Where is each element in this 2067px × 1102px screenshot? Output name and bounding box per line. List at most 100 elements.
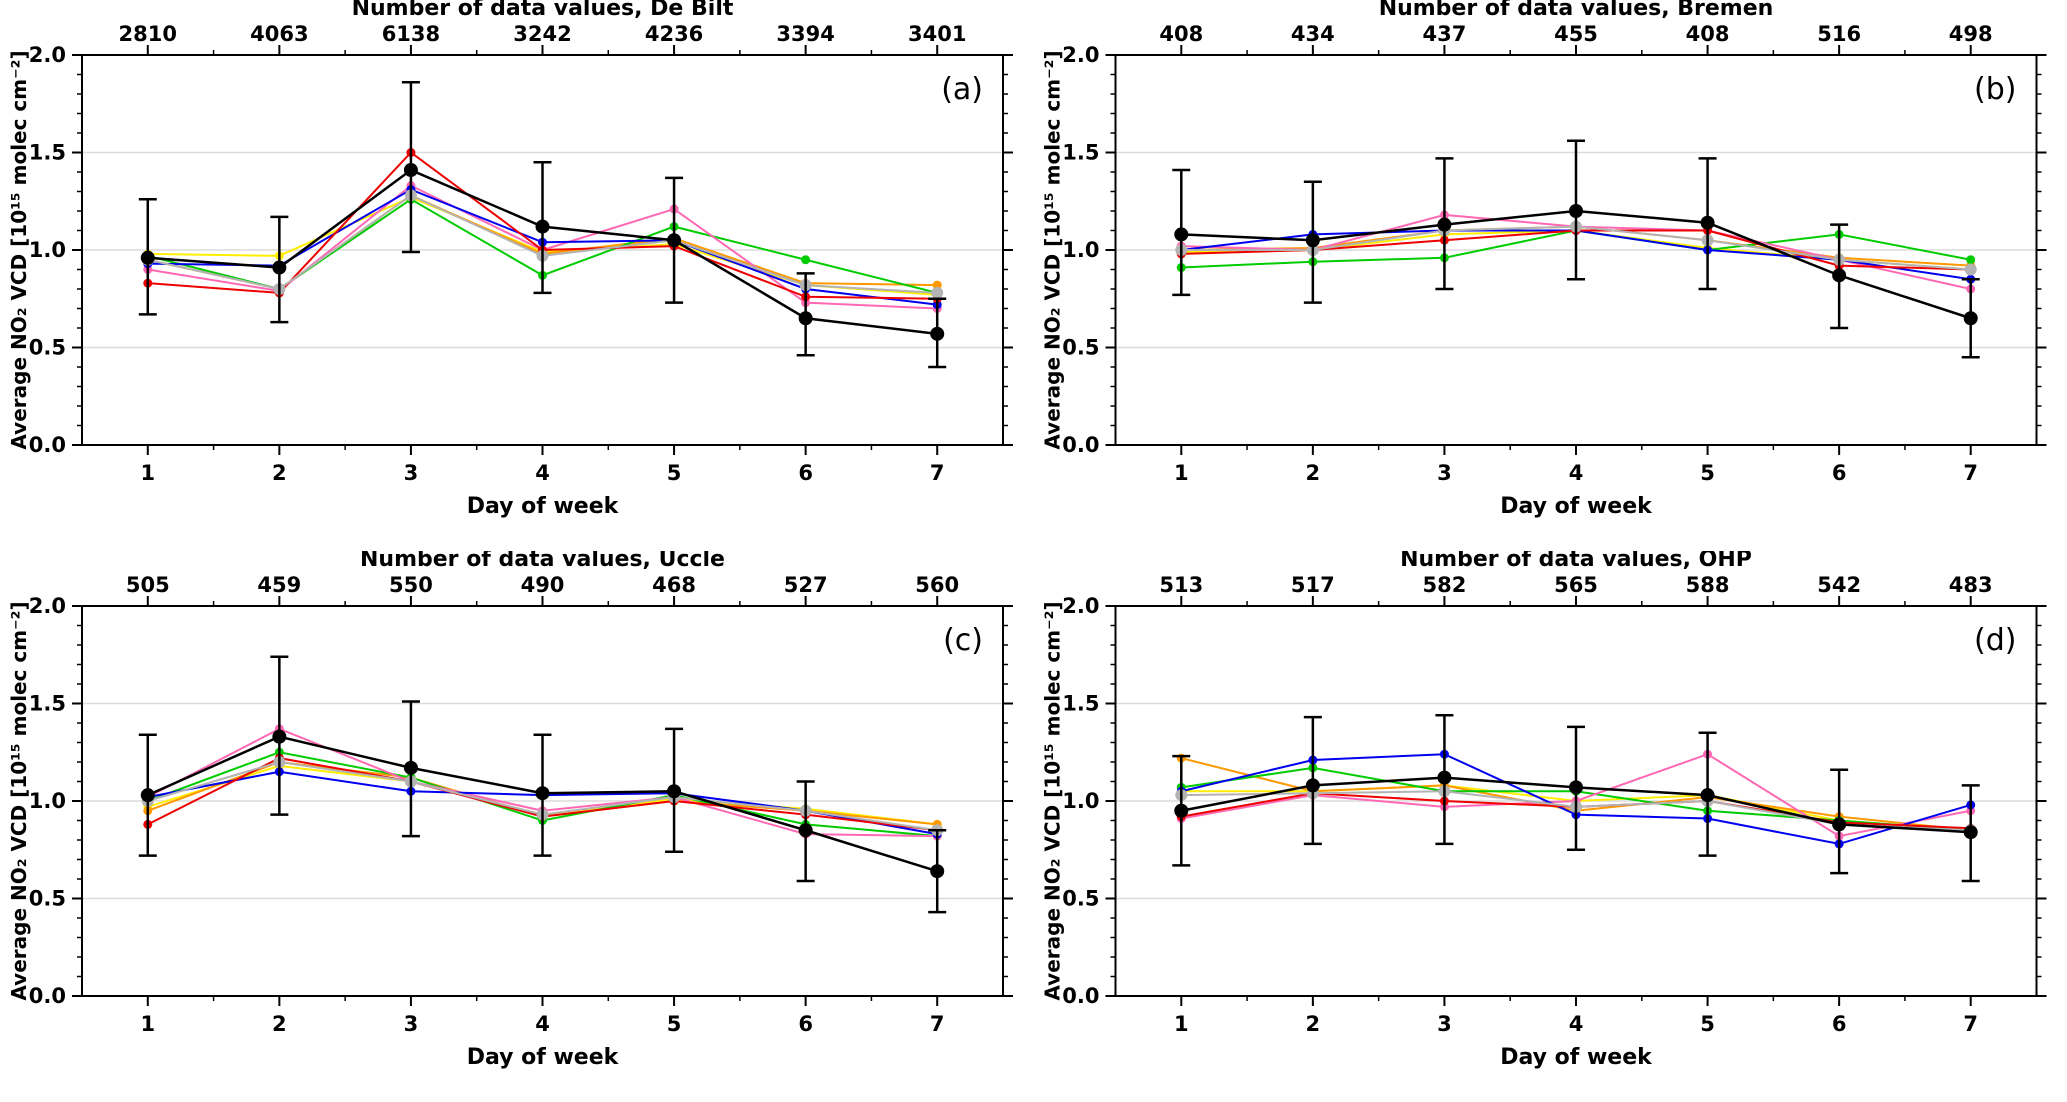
- svg-text:0.0: 0.0: [29, 433, 66, 457]
- svg-text:3242: 3242: [513, 22, 571, 46]
- svg-text:560: 560: [915, 573, 959, 597]
- svg-text:498: 498: [1949, 22, 1993, 46]
- svg-text:1: 1: [1174, 1012, 1189, 1036]
- svg-text:1.0: 1.0: [29, 238, 66, 262]
- svg-text:Number of data values, Uccle: Number of data values, Uccle: [360, 551, 725, 572]
- svg-text:582: 582: [1423, 573, 1467, 597]
- chart-svg-de-bilt: 0.0 0.5 1.0 1.5 2.0 1 2810 2 4063 3 6138 4 3242 5 4236…: [7, 0, 1013, 519]
- svg-text:1.0: 1.0: [1062, 238, 1099, 262]
- svg-text:1.0: 1.0: [29, 789, 66, 813]
- svg-text:Day of week: Day of week: [467, 494, 620, 519]
- svg-text:Average NO₂ VCD [10¹⁵ molec cm: Average NO₂ VCD [10¹⁵ molec cm⁻²]: [7, 50, 31, 449]
- svg-text:437: 437: [1423, 22, 1467, 46]
- svg-text:6: 6: [798, 1012, 813, 1036]
- svg-text:5: 5: [667, 461, 682, 485]
- svg-text:1.0: 1.0: [1062, 789, 1099, 813]
- svg-text:550: 550: [389, 573, 433, 597]
- svg-text:7: 7: [1963, 1012, 1978, 1036]
- svg-text:1: 1: [140, 1012, 155, 1036]
- svg-text:(b): (b): [1974, 72, 2016, 107]
- svg-text:1.5: 1.5: [1062, 141, 1099, 165]
- svg-text:0.5: 0.5: [1062, 887, 1099, 911]
- chart-panel-a-de-bilt: 0.0 0.5 1.0 1.5 2.0 1 2810 2 4063 3 6138 4 3242 5 4236…: [0, 0, 1033, 551]
- svg-text:517: 517: [1291, 573, 1335, 597]
- svg-text:3394: 3394: [776, 22, 834, 46]
- svg-text:1.5: 1.5: [29, 141, 66, 165]
- svg-text:Day of week: Day of week: [1500, 1045, 1653, 1070]
- svg-text:7: 7: [1963, 461, 1978, 485]
- svg-text:(d): (d): [1974, 623, 2016, 658]
- svg-text:565: 565: [1554, 573, 1598, 597]
- svg-text:1: 1: [140, 461, 155, 485]
- svg-text:(c): (c): [943, 623, 983, 658]
- svg-text:2: 2: [272, 461, 287, 485]
- svg-text:3: 3: [404, 1012, 419, 1036]
- svg-text:4063: 4063: [250, 22, 308, 46]
- svg-text:0.5: 0.5: [1062, 336, 1099, 360]
- svg-text:459: 459: [257, 573, 301, 597]
- svg-text:516: 516: [1817, 22, 1861, 46]
- svg-text:3: 3: [1437, 461, 1452, 485]
- svg-text:0.5: 0.5: [29, 887, 66, 911]
- svg-text:Number of data values, OHP: Number of data values, OHP: [1400, 551, 1752, 572]
- svg-text:Day of week: Day of week: [467, 1045, 620, 1070]
- svg-text:6: 6: [798, 461, 813, 485]
- svg-text:513: 513: [1159, 573, 1203, 597]
- svg-text:0.0: 0.0: [1062, 984, 1099, 1008]
- svg-text:Number of data values, Bremen: Number of data values, Bremen: [1379, 0, 1774, 21]
- svg-text:468: 468: [652, 573, 696, 597]
- svg-text:455: 455: [1554, 22, 1598, 46]
- svg-text:588: 588: [1686, 573, 1730, 597]
- svg-text:0.5: 0.5: [29, 336, 66, 360]
- svg-text:7: 7: [930, 1012, 945, 1036]
- svg-text:6: 6: [1832, 461, 1847, 485]
- svg-text:2: 2: [1306, 461, 1321, 485]
- svg-text:483: 483: [1949, 573, 1993, 597]
- svg-text:2: 2: [1306, 1012, 1321, 1036]
- svg-text:4: 4: [1569, 461, 1584, 485]
- svg-text:4236: 4236: [645, 22, 703, 46]
- chart-svg-bremen: 0.0 0.5 1.0 1.5 2.0 1 408 2 434 3 437 4 455 5 408 6 516 7…: [1041, 0, 2047, 519]
- chart-svg-uccle: 0.0 0.5 1.0 1.5 2.0 1 505 2 459 3 550 4 490 5 468 6 527 7…: [7, 551, 1013, 1070]
- svg-text:5: 5: [667, 1012, 682, 1036]
- svg-text:3: 3: [1437, 1012, 1452, 1036]
- svg-text:6: 6: [1832, 1012, 1847, 1036]
- svg-text:Day of week: Day of week: [1500, 494, 1653, 519]
- svg-text:4: 4: [535, 461, 550, 485]
- svg-text:2.0: 2.0: [29, 594, 66, 618]
- svg-text:490: 490: [521, 573, 565, 597]
- svg-text:Average NO₂ VCD [10¹⁵ molec cm: Average NO₂ VCD [10¹⁵ molec cm⁻²]: [7, 601, 31, 1000]
- svg-text:408: 408: [1159, 22, 1203, 46]
- chart-panel-b-bremen: 0.0 0.5 1.0 1.5 2.0 1 408 2 434 3 437 4 455 5 408 6 516 7…: [1033, 0, 2067, 551]
- svg-text:7: 7: [930, 461, 945, 485]
- svg-text:2810: 2810: [119, 22, 177, 46]
- svg-text:5: 5: [1700, 1012, 1715, 1036]
- chart-panel-c-uccle: 0.0 0.5 1.0 1.5 2.0 1 505 2 459 3 550 4 490 5 468 6 527 7…: [0, 551, 1033, 1102]
- svg-text:5: 5: [1700, 461, 1715, 485]
- chart-svg-ohp: 0.0 0.5 1.0 1.5 2.0 1 513 2 517 3 582 4 565 5 588 6 542 7…: [1041, 551, 2047, 1070]
- svg-text:3: 3: [404, 461, 419, 485]
- svg-text:0.0: 0.0: [29, 984, 66, 1008]
- svg-text:(a): (a): [941, 72, 983, 107]
- svg-text:408: 408: [1686, 22, 1730, 46]
- svg-text:1.5: 1.5: [1062, 692, 1099, 716]
- svg-text:2.0: 2.0: [1062, 594, 1099, 618]
- svg-text:542: 542: [1817, 573, 1861, 597]
- svg-text:4: 4: [535, 1012, 550, 1036]
- svg-text:Number of data values, De Bilt: Number of data values, De Bilt: [352, 0, 734, 21]
- chart-panel-d-ohp: 0.0 0.5 1.0 1.5 2.0 1 513 2 517 3 582 4 565 5 588 6 542 7…: [1033, 551, 2067, 1102]
- svg-text:4: 4: [1569, 1012, 1584, 1036]
- svg-text:527: 527: [784, 573, 828, 597]
- svg-text:434: 434: [1291, 22, 1335, 46]
- svg-text:505: 505: [126, 573, 170, 597]
- svg-text:0.0: 0.0: [1062, 433, 1099, 457]
- svg-text:Average NO₂ VCD [10¹⁵ molec cm: Average NO₂ VCD [10¹⁵ molec cm⁻²]: [1041, 50, 1065, 449]
- svg-text:2.0: 2.0: [1062, 43, 1099, 67]
- svg-text:2: 2: [272, 1012, 287, 1036]
- svg-text:2.0: 2.0: [29, 43, 66, 67]
- svg-text:6138: 6138: [382, 22, 440, 46]
- svg-text:1.5: 1.5: [29, 692, 66, 716]
- svg-text:1: 1: [1174, 461, 1189, 485]
- svg-text:Average NO₂ VCD [10¹⁵ molec cm: Average NO₂ VCD [10¹⁵ molec cm⁻²]: [1041, 601, 1065, 1000]
